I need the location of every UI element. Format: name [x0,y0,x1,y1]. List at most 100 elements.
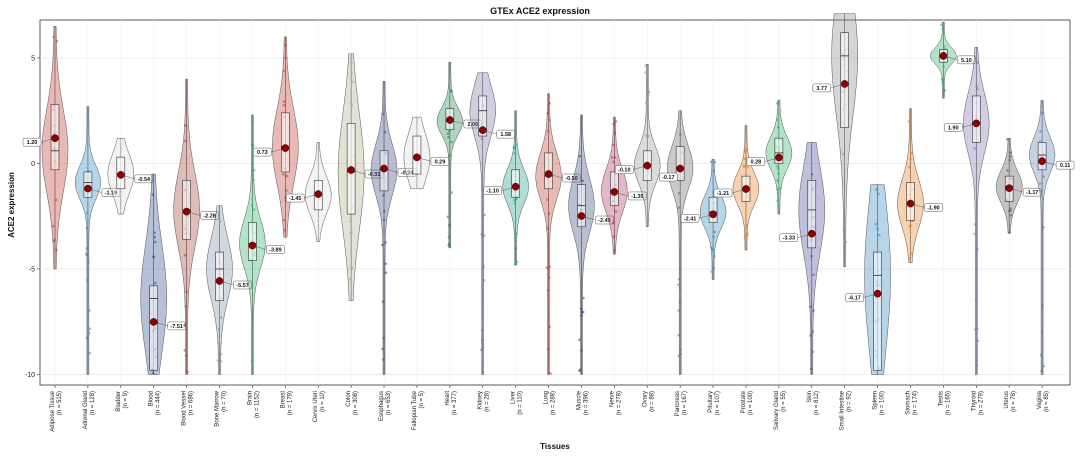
violin-group: 3.77 [812,13,858,268]
value-label-box [200,211,219,220]
data-point [448,154,452,157]
data-point [1009,213,1013,217]
data-point [1039,130,1042,133]
data-point [316,167,320,171]
value-label: 2.06 [467,122,478,128]
data-point [446,215,450,219]
x-tick-label: Breast [280,391,286,409]
x-tick-sample-size: (n = 92) [847,391,853,412]
value-label: -0.10 [618,168,631,174]
data-point [282,219,286,222]
label-leader [943,55,958,61]
value-label-box [812,83,831,93]
value-label-box [924,203,943,212]
data-point [85,226,89,230]
data-point [54,198,58,202]
violin-shape [140,173,167,375]
data-point [976,61,980,64]
data-point [709,160,713,164]
violin-shape [469,72,496,375]
x-tick-label: Uterus [1004,391,1010,409]
data-point [382,218,386,222]
data-point [1009,155,1012,158]
data-point [940,23,943,27]
value-label-box [944,123,963,132]
data-point [812,273,815,277]
data-point [908,257,911,260]
value-label: 1.58 [500,132,511,138]
violin-group: 1.90 [944,47,990,375]
value-label-box [134,174,154,184]
data-point [775,102,779,105]
data-point [183,254,187,257]
value-label: 1.90 [948,125,959,131]
data-point [514,263,517,267]
data-point [513,202,517,205]
value-label: -3.33 [783,236,796,242]
mean-marker [149,318,158,326]
violin-group: 0.73 [253,36,299,238]
data-point [382,336,385,340]
data-point [252,178,255,181]
data-point [1039,190,1043,193]
data-point [482,265,486,268]
violin-shape [634,64,661,228]
data-point [940,77,944,81]
data-point [811,330,815,333]
data-point [349,216,352,220]
data-point [447,223,451,227]
value-label: 0.29 [435,159,446,165]
value-label-box [562,173,581,183]
x-tick-label: Nerve [609,390,615,407]
data-point [743,233,747,237]
data-point [1041,112,1044,115]
data-point [183,349,186,352]
data-point [87,332,91,335]
x-tick-label: Stomach [905,391,911,415]
value-label-box [22,137,42,147]
value-label: -3.89 [269,248,282,254]
data-point [910,252,914,255]
data-point [350,231,353,234]
data-point [876,227,879,231]
value-label: 3.77 [816,86,827,92]
x-tick-label: Adipose Tissue [50,390,56,431]
data-point [677,334,681,337]
violin-shape [831,13,858,268]
data-point [350,61,353,65]
data-point [710,246,713,249]
data-point [285,174,289,178]
data-point [943,45,946,48]
data-point [514,259,517,262]
value-label: -1.45 [289,196,302,202]
data-point [450,140,453,144]
data-point [51,224,55,228]
data-point [315,155,318,159]
violin-group: 2.06 [436,61,483,249]
x-tick-sample-size: (n = 85) [1044,391,1050,412]
data-point [1009,151,1012,154]
data-point [1009,209,1013,213]
x-tick-sample-size: (n = 10) [320,391,326,412]
mean-marker [215,277,224,285]
data-point [315,151,318,154]
label-leader [548,173,563,179]
violin-group: -0.54 [107,137,154,215]
data-point [480,328,484,332]
data-point [480,348,483,352]
value-label-box [957,55,976,65]
data-point [351,80,355,83]
data-point [86,260,90,264]
value-label-box [779,233,799,242]
data-point [941,81,944,85]
data-point [86,211,89,215]
violin-group: 0.11 [1028,99,1075,375]
x-tick-sample-size: (n = 812) [814,391,820,415]
data-point [909,151,913,155]
value-label: 0.73 [257,150,268,156]
value-label-box [266,245,285,254]
data-point [350,266,354,270]
data-point [482,234,486,237]
x-tick-label: Cervix Uteri [313,391,319,422]
value-label: -1.90 [927,206,940,212]
